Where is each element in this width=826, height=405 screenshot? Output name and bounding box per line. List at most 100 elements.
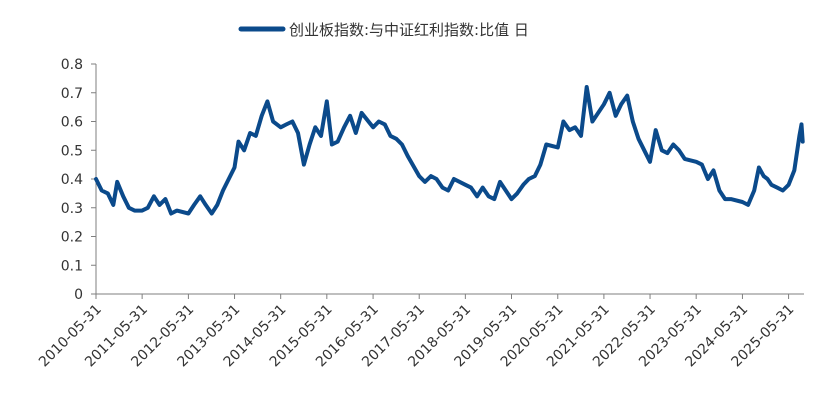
- data-point: [106, 191, 110, 195]
- data-point: [492, 197, 496, 201]
- y-axis: 0 0.1 0.2 0.3 0.4 0.5 0.6 0.7 0.8: [61, 57, 97, 303]
- data-point: [423, 180, 427, 184]
- data-point: [573, 125, 577, 129]
- data-point: [236, 140, 241, 144]
- legend: 创业板指数:与中证红利指数:比值 日: [238, 21, 529, 39]
- data-point: [371, 125, 375, 129]
- data-point: [157, 203, 162, 207]
- data-point: [619, 102, 623, 106]
- data-point: [717, 188, 722, 193]
- data-point: [631, 119, 635, 124]
- data-point: [797, 134, 802, 138]
- data-point: [265, 99, 269, 103]
- data-point: [561, 119, 566, 124]
- data-point: [694, 160, 698, 164]
- data-point: [254, 134, 258, 138]
- data-point: [133, 209, 137, 213]
- y-tick-label: 0.5: [61, 143, 83, 159]
- data-point: [515, 191, 519, 195]
- data-point: [319, 134, 323, 138]
- y-tick-label: 0.7: [61, 86, 83, 102]
- data-point: [215, 203, 219, 207]
- data-point: [452, 177, 456, 181]
- data-point: [446, 188, 450, 193]
- data-point: [700, 163, 704, 167]
- data-point: [111, 203, 115, 207]
- data-point: [521, 183, 525, 187]
- data-point: [711, 168, 716, 172]
- data-point: [360, 111, 364, 115]
- data-point: [271, 119, 275, 124]
- data-point: [469, 186, 473, 190]
- data-point: [308, 142, 312, 147]
- data-point: [242, 148, 246, 152]
- y-tick-label: 0.1: [61, 258, 83, 274]
- data-point: [706, 177, 710, 181]
- data-point: [140, 209, 144, 213]
- legend-label: 创业板指数:与中证红利指数:比值 日: [289, 21, 529, 39]
- data-point: [313, 125, 317, 129]
- data-point: [533, 174, 537, 178]
- x-axis: 2010-05-312011-05-312012-05-312013-05-31…: [36, 293, 804, 370]
- data-point: [302, 163, 306, 167]
- data-point: [377, 119, 381, 124]
- data-point: [330, 142, 334, 147]
- data-point: [192, 203, 196, 207]
- series-layer: [94, 85, 805, 216]
- data-point: [342, 125, 346, 129]
- data-point: [781, 188, 785, 193]
- data-point: [348, 114, 352, 118]
- y-tick-label: 0.8: [61, 57, 83, 73]
- data-point: [556, 145, 560, 149]
- y-tick-label: 0.6: [61, 115, 83, 131]
- y-tick-label: 0.3: [61, 201, 83, 217]
- data-point: [406, 154, 410, 158]
- y-tick-label: 0: [74, 287, 83, 303]
- data-point: [509, 197, 514, 201]
- data-point: [801, 140, 805, 144]
- data-point: [175, 209, 179, 213]
- data-point: [186, 211, 190, 216]
- data-point: [400, 142, 404, 147]
- data-point: [383, 122, 387, 126]
- data-point: [579, 134, 583, 138]
- data-point: [585, 85, 589, 89]
- data-point: [775, 186, 779, 190]
- data-point: [163, 197, 167, 201]
- data-point: [481, 186, 485, 190]
- data-point: [757, 165, 761, 170]
- data-point: [792, 168, 796, 172]
- data-point: [440, 186, 445, 190]
- data-point: [746, 203, 750, 207]
- data-point: [248, 131, 252, 135]
- data-point: [723, 197, 727, 201]
- data-point: [762, 174, 766, 178]
- data-point: [115, 180, 119, 184]
- data-point: [475, 194, 479, 198]
- data-point: [284, 122, 288, 126]
- data-point: [232, 165, 237, 170]
- data-point: [654, 128, 658, 132]
- y-tick-label: 0.2: [61, 230, 83, 246]
- data-point: [204, 203, 208, 207]
- data-point: [683, 157, 687, 161]
- data-point: [590, 119, 595, 124]
- data-point: [729, 197, 733, 201]
- data-point: [487, 194, 491, 198]
- data-point: [152, 194, 156, 198]
- series-line-0: [94, 85, 805, 216]
- data-point: [127, 206, 131, 210]
- data-point: [608, 91, 612, 95]
- data-point: [671, 142, 675, 147]
- data-point: [417, 174, 421, 178]
- data-point: [614, 114, 618, 118]
- data-point: [765, 177, 770, 181]
- data-point: [527, 177, 531, 181]
- data-point: [388, 134, 392, 138]
- data-point: [544, 142, 548, 147]
- data-point: [296, 131, 300, 135]
- y-tick-label: 0.4: [61, 172, 83, 188]
- data-point: [463, 183, 467, 187]
- data-point: [429, 174, 433, 178]
